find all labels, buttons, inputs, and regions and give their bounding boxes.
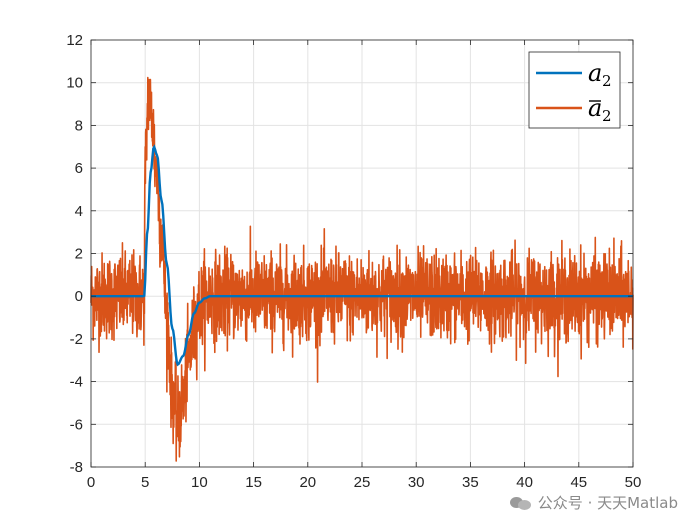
legend-subscript: 2 [602,107,612,125]
y-tick-label: 12 [66,32,83,49]
y-tick-label: 4 [75,203,83,220]
ticks: 0 5 10 15 20 25 30 35 40 45 50 -8 -6 -4 -2 0 2 4 6 8 10 12 [66,32,641,491]
x-tick-label: 5 [141,474,149,491]
legend-box [528,51,621,129]
x-tick-label: 30 [408,474,425,491]
legend-label: a [588,59,602,87]
legend-label: a [588,94,602,122]
y-tick-label: 2 [75,246,83,263]
y-tick-label: 8 [75,117,83,134]
watermark: 公众号 · 天天Matlab [509,492,678,513]
y-tick-label: 10 [66,75,83,92]
x-tick-label: 20 [299,474,316,491]
wechat-icon [509,495,532,511]
watermark-text: 公众号 · 天天Matlab [537,494,678,512]
y-tick-label: 6 [75,160,83,177]
series-layer [90,76,634,462]
x-tick-label: 50 [625,474,642,491]
y-tick-label: -8 [70,459,83,476]
y-tick-label: -6 [70,416,83,433]
x-tick-label: 35 [462,474,479,491]
legend-subscript: 2 [602,72,612,90]
x-tick-label: 15 [245,474,262,491]
y-tick-label: 0 [75,288,83,305]
x-tick-label: 25 [354,474,371,491]
x-tick-label: 10 [191,474,208,491]
x-tick-label: 0 [87,474,95,491]
y-tick-label: -2 [70,331,83,348]
series-line-a2-bar [90,76,634,462]
legend: a 2a 2 [528,51,621,129]
x-tick-label: 45 [570,474,587,491]
series-line-a2 [91,144,633,367]
x-tick-label: 40 [516,474,533,491]
y-tick-label: -4 [70,374,83,391]
